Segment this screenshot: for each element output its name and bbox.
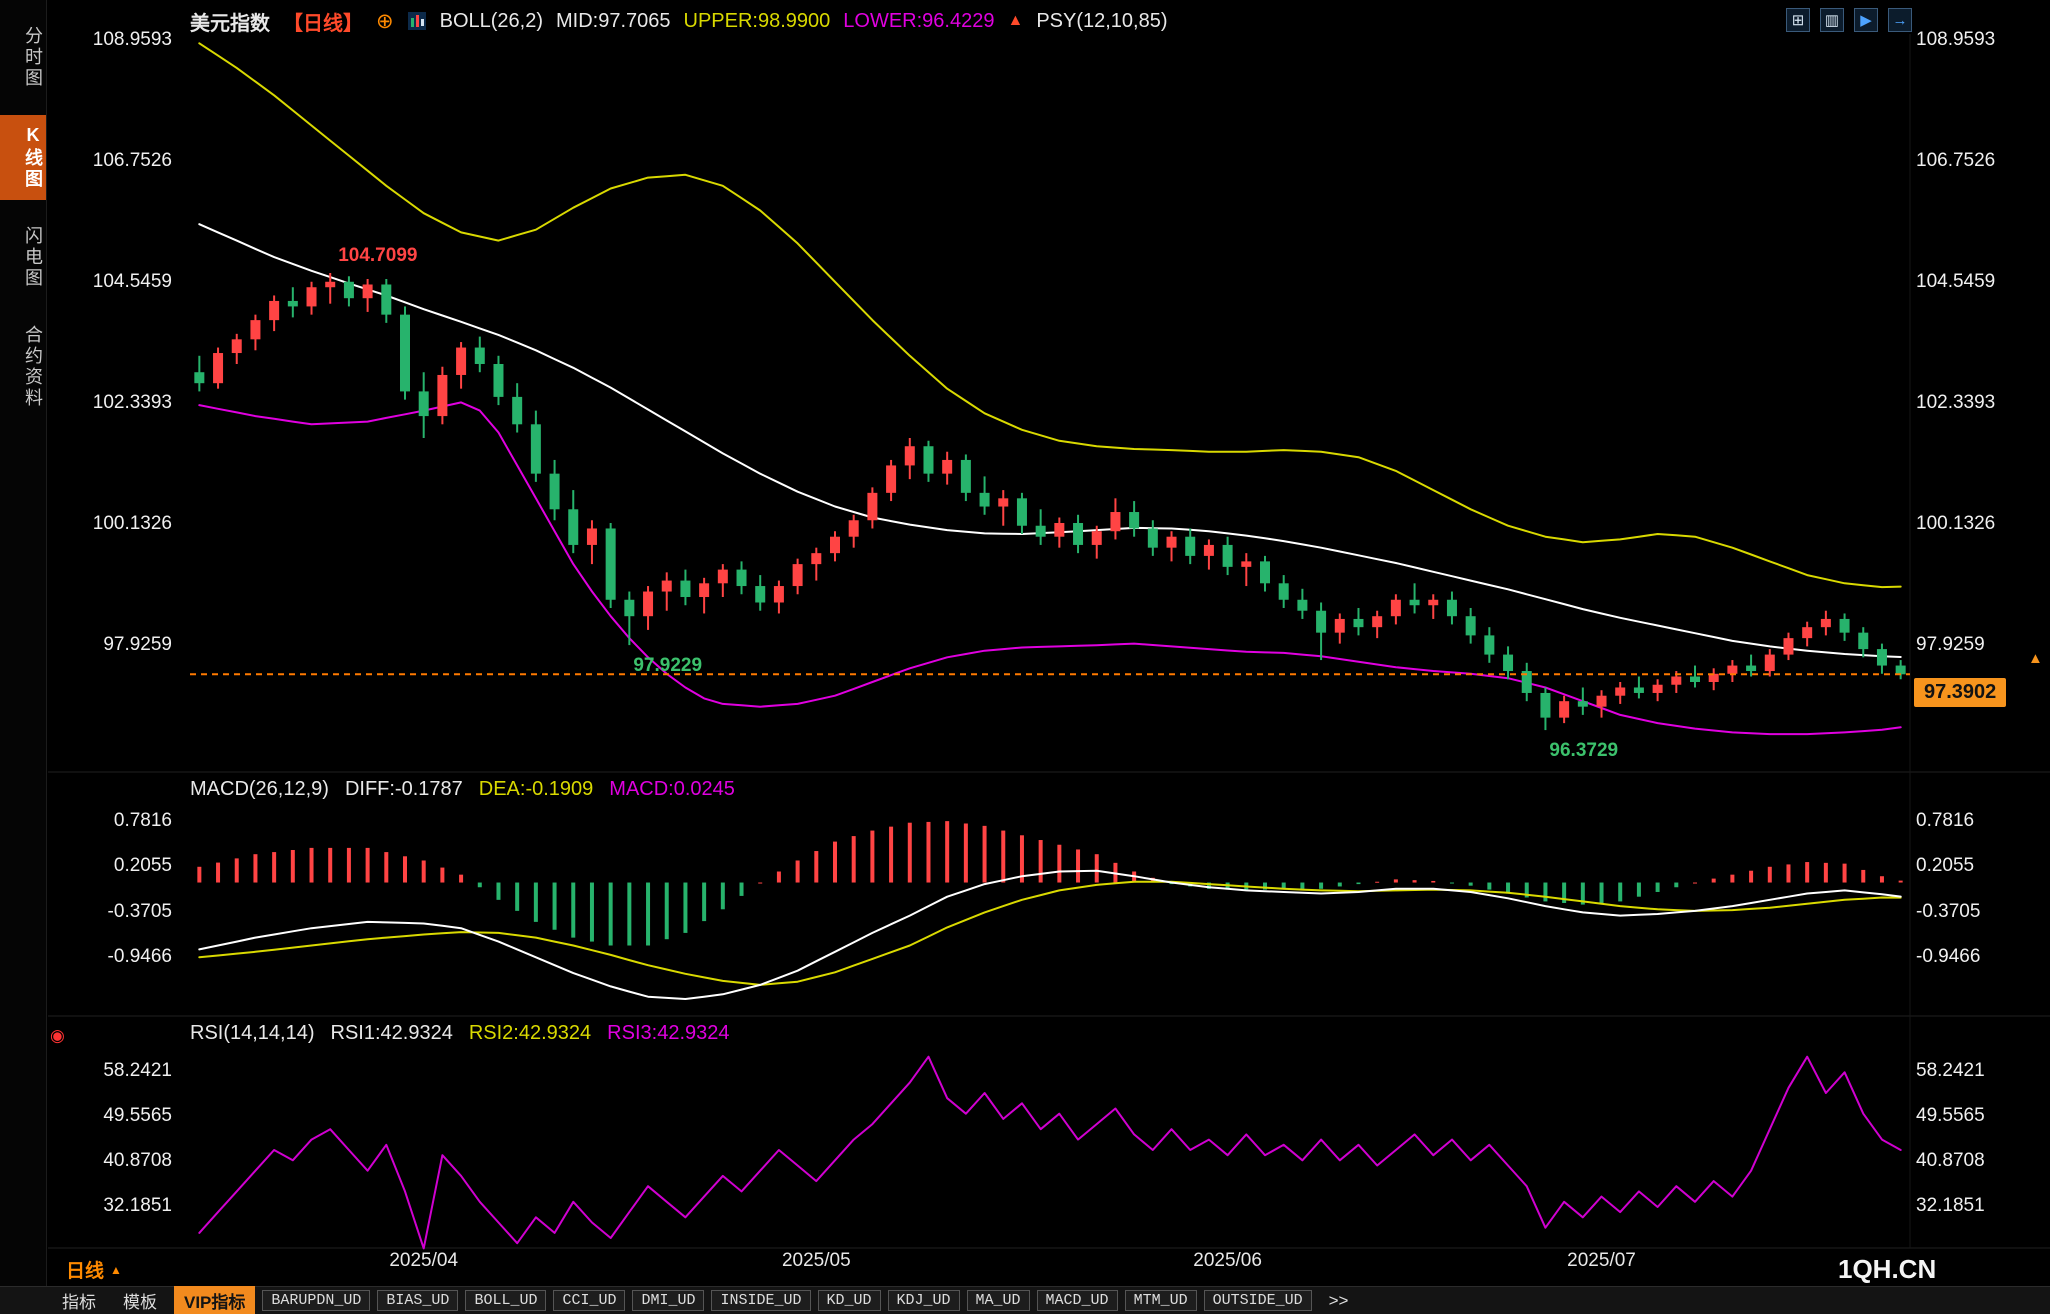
indicator-tab-cciud[interactable]: CCI_UD bbox=[553, 1290, 626, 1311]
y-axis-label: 106.7526 bbox=[92, 149, 172, 171]
macd-diff-value: DIFF:-0.1787 bbox=[344, 778, 463, 800]
y-axis-label: 100.1326 bbox=[1916, 512, 1996, 534]
y-axis-label: -0.9466 bbox=[107, 946, 172, 968]
indicator-tab-[interactable]: 模板 bbox=[123, 1293, 157, 1312]
instrument-title: 美元指数 bbox=[190, 12, 270, 35]
boll-mid-value: MID:97.7065 bbox=[556, 9, 671, 32]
rsi1-value: RSI1:42.9324 bbox=[330, 1022, 453, 1044]
up-triangle-icon: ▲ bbox=[110, 1262, 122, 1277]
y-axis-label: 104.5459 bbox=[92, 270, 172, 292]
x-axis-label: 2025/05 bbox=[781, 1250, 851, 1271]
rsi2-value: RSI2:42.9324 bbox=[468, 1022, 592, 1044]
forward-icon[interactable]: → bbox=[1888, 8, 1912, 32]
y-axis-label: 106.7526 bbox=[1916, 149, 1996, 171]
indicator-tab-bollud[interactable]: BOLL_UD bbox=[465, 1290, 547, 1311]
y-axis-label: 40.8708 bbox=[103, 1150, 172, 1171]
psy-label: PSY(12,10,85) bbox=[1036, 9, 1168, 32]
y-axis-label: 0.7816 bbox=[113, 810, 172, 831]
y-axis-label: 58.2421 bbox=[1916, 1060, 1985, 1081]
brand-watermark: 1QH.CN bbox=[1838, 1254, 1937, 1284]
boll-upper-value: UPPER:98.9900 bbox=[683, 9, 831, 32]
y-axis-label: 97.9259 bbox=[1916, 633, 1985, 655]
indicator-tab-dmiud[interactable]: DMI_UD bbox=[632, 1290, 705, 1311]
indicator-tab-outsideud[interactable]: OUTSIDE_UD bbox=[1203, 1290, 1312, 1311]
y-axis-label: 0.2055 bbox=[1916, 855, 1975, 877]
sidebar-tab-time-chart[interactable]: 分时图 bbox=[23, 26, 43, 89]
rsi-header: RSI(14,14,14) RSI1:42.9324 RSI2:42.9324 … bbox=[190, 1022, 730, 1045]
x-axis-label: 2025/04 bbox=[389, 1250, 459, 1271]
y-axis-label: 32.1851 bbox=[103, 1195, 172, 1216]
plus-circle-icon[interactable]: ⊕ bbox=[376, 9, 394, 33]
indicator-tab-macdud[interactable]: MACD_UD bbox=[1036, 1290, 1118, 1311]
y-axis-label: 102.3393 bbox=[1916, 391, 1996, 413]
y-axis-label: 58.2421 bbox=[103, 1060, 172, 1081]
period-tag: 【日线】 bbox=[283, 12, 363, 35]
y-axis-label: -0.3705 bbox=[107, 900, 172, 922]
toolbar-icons: ⊞ ▥ ▶ → bbox=[1786, 8, 1912, 32]
indicator-tab-barupdnud[interactable]: BARUPDN_UD bbox=[262, 1290, 371, 1311]
sidebar-tab-contract-info[interactable]: 合约资料 bbox=[23, 325, 43, 409]
indicator-tab-kdud[interactable]: KD_UD bbox=[817, 1290, 881, 1311]
boll-lower-value: LOWER:96.4229 bbox=[843, 9, 995, 32]
indicator-tab-[interactable]: 指标 bbox=[62, 1293, 96, 1312]
indicator-tab-bar: 指标 模板 VIP指标 BARUPDN_UD BIAS_UD BOLL_UD CCI_UD D… bbox=[0, 1286, 2050, 1314]
y-axis-label: 49.5565 bbox=[103, 1105, 172, 1126]
chart-header: 美元指数 【日线】 ⊕ BOLL(26,2) MID:97.7065 UPPER… bbox=[190, 6, 1168, 36]
y-axis-label: 49.5565 bbox=[1916, 1105, 1985, 1126]
y-axis-label: -0.9466 bbox=[1916, 946, 1981, 968]
period-selector[interactable]: 日线 ▲ bbox=[66, 1256, 122, 1283]
up-arrow-icon: ▲ bbox=[1007, 12, 1024, 29]
rsi-name: RSI(14,14,14) bbox=[190, 1022, 315, 1044]
grid-view-icon[interactable]: ⊞ bbox=[1786, 8, 1810, 32]
annotation-swing-low: 97.9229 bbox=[633, 655, 703, 677]
period-selector-label: 日线 bbox=[66, 1261, 105, 1282]
kline-view-icon[interactable]: ▶ bbox=[1854, 8, 1878, 32]
macd-dea-value: DEA:-0.1909 bbox=[478, 778, 594, 800]
y-axis-label: 97.9259 bbox=[103, 633, 172, 655]
indicator-tab-insideud[interactable]: INSIDE_UD bbox=[711, 1290, 811, 1311]
sidebar-tab-flash-chart[interactable]: 闪电图 bbox=[23, 226, 43, 289]
annotation-period-low: 96.3729 bbox=[1549, 740, 1619, 762]
last-price-tag: 97.3902 bbox=[1914, 678, 2007, 708]
y-axis-label: 100.1326 bbox=[92, 512, 172, 534]
macd-value: MACD:0.0245 bbox=[609, 778, 735, 800]
indicator-tab-kdjud[interactable]: KDJ_UD bbox=[887, 1290, 960, 1311]
indicator-drag-icon[interactable]: ◉ bbox=[50, 1026, 65, 1045]
y-axis-label: 108.9593 bbox=[1916, 29, 1996, 50]
macd-header: MACD(26,12,9) DIFF:-0.1787 DEA:-0.1909 M… bbox=[190, 778, 735, 801]
indicator-tab-mtmud[interactable]: MTM_UD bbox=[1124, 1290, 1197, 1311]
indicator-tab-vip[interactable]: VIP指标 bbox=[174, 1286, 256, 1314]
sidebar-tab-kline-chart[interactable]: K线图 bbox=[0, 115, 46, 200]
indicator-tab-maud[interactable]: MA_UD bbox=[966, 1290, 1030, 1311]
boll-label: BOLL(26,2) bbox=[439, 9, 543, 32]
price-marker-icon: ▲ bbox=[2028, 650, 2043, 668]
y-axis-label: 108.9593 bbox=[92, 29, 172, 50]
board-view-icon[interactable]: ▥ bbox=[1820, 8, 1844, 32]
y-axis-label: 102.3393 bbox=[92, 391, 172, 413]
indicator-tab-biasud[interactable]: BIAS_UD bbox=[377, 1290, 459, 1311]
indicator-tab-[interactable]: >> bbox=[1328, 1290, 1349, 1310]
x-axis-label: 2025/07 bbox=[1567, 1250, 1636, 1271]
y-axis-label: 0.7816 bbox=[1916, 810, 1975, 831]
annotation-period-high: 104.7099 bbox=[338, 244, 418, 266]
mini-chart-icon[interactable] bbox=[407, 11, 427, 31]
macd-name: MACD(26,12,9) bbox=[190, 778, 329, 800]
x-axis-label: 2025/06 bbox=[1193, 1250, 1262, 1271]
rsi3-value: RSI3:42.9324 bbox=[607, 1022, 730, 1044]
y-axis-label: -0.3705 bbox=[1916, 900, 1981, 922]
y-axis-label: 40.8708 bbox=[1916, 1150, 1985, 1171]
y-axis-label: 104.5459 bbox=[1916, 270, 1996, 292]
sidebar: 分时图 K线图闪电图合约资料 bbox=[0, 0, 47, 1286]
y-axis-label: 32.1851 bbox=[1916, 1195, 1985, 1216]
y-axis-label: 0.2055 bbox=[113, 855, 172, 877]
